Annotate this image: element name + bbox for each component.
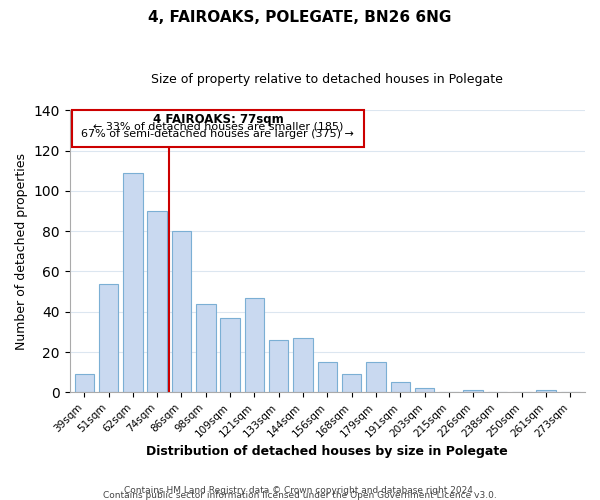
Bar bbox=[196, 304, 215, 392]
Bar bbox=[342, 374, 361, 392]
FancyBboxPatch shape bbox=[72, 110, 364, 146]
Bar bbox=[172, 231, 191, 392]
Bar bbox=[269, 340, 289, 392]
Bar bbox=[220, 318, 240, 392]
Text: Contains public sector information licensed under the Open Government Licence v3: Contains public sector information licen… bbox=[103, 491, 497, 500]
Text: ← 33% of detached houses are smaller (185): ← 33% of detached houses are smaller (18… bbox=[93, 122, 343, 132]
X-axis label: Distribution of detached houses by size in Polegate: Distribution of detached houses by size … bbox=[146, 444, 508, 458]
Text: 67% of semi-detached houses are larger (375) →: 67% of semi-detached houses are larger (… bbox=[82, 130, 355, 140]
Text: Contains HM Land Registry data © Crown copyright and database right 2024.: Contains HM Land Registry data © Crown c… bbox=[124, 486, 476, 495]
Y-axis label: Number of detached properties: Number of detached properties bbox=[15, 153, 28, 350]
Text: 4, FAIROAKS, POLEGATE, BN26 6NG: 4, FAIROAKS, POLEGATE, BN26 6NG bbox=[148, 10, 452, 25]
Bar bbox=[366, 362, 386, 392]
Bar bbox=[536, 390, 556, 392]
Bar bbox=[415, 388, 434, 392]
Bar bbox=[293, 338, 313, 392]
Bar bbox=[317, 362, 337, 392]
Bar bbox=[391, 382, 410, 392]
Bar bbox=[99, 284, 118, 393]
Bar bbox=[123, 172, 143, 392]
Bar bbox=[463, 390, 483, 392]
Bar bbox=[148, 211, 167, 392]
Bar bbox=[245, 298, 264, 392]
Bar bbox=[74, 374, 94, 392]
Title: Size of property relative to detached houses in Polegate: Size of property relative to detached ho… bbox=[151, 72, 503, 86]
Text: 4 FAIROAKS: 77sqm: 4 FAIROAKS: 77sqm bbox=[152, 114, 283, 126]
